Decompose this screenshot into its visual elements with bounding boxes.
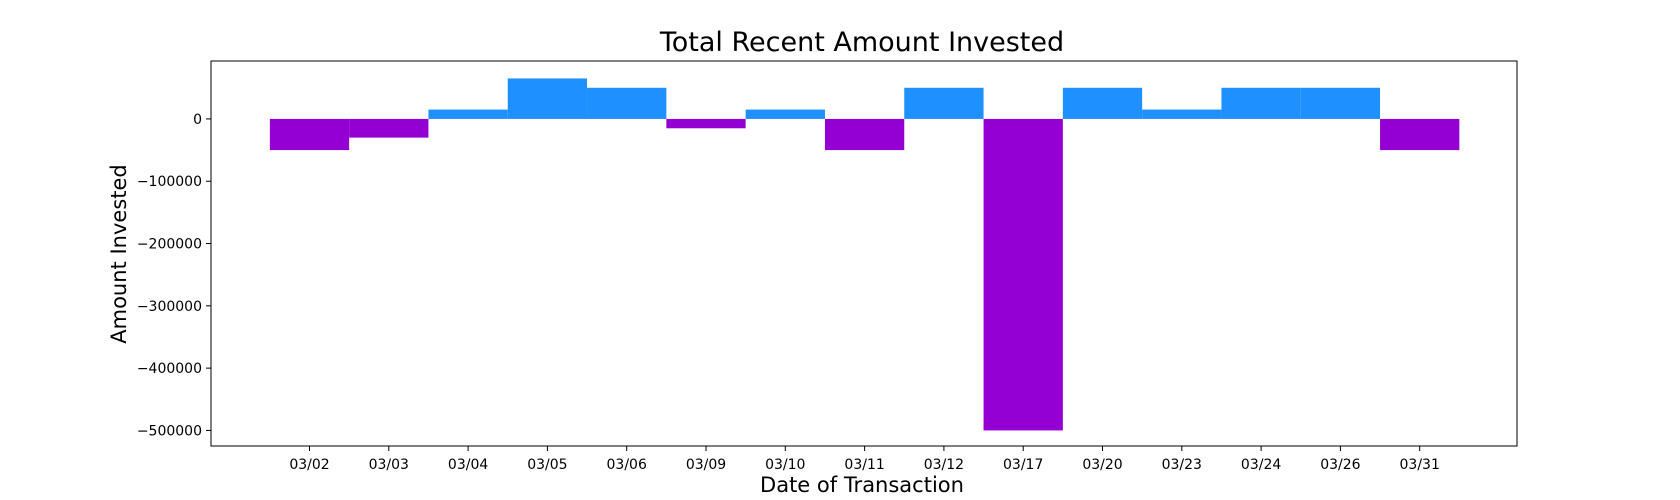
x-tick-label: 03/04 (448, 457, 488, 473)
bar-03-04 (428, 109, 508, 119)
x-tick-label: 03/17 (1003, 457, 1043, 473)
bar-03-12 (904, 87, 984, 119)
bar-03-10 (745, 109, 825, 119)
x-axis-label: Date of Transaction (760, 473, 964, 497)
bar-03-24 (1221, 87, 1301, 119)
chart-title: Total Recent Amount Invested (659, 27, 1064, 58)
x-tick-label: 03/20 (1082, 457, 1122, 473)
x-tick-label: 03/10 (765, 457, 805, 473)
x-tick-label: 03/02 (289, 457, 329, 473)
bar-03-17 (983, 118, 1063, 431)
y-tick-label: −500000 (137, 423, 202, 439)
x-tick-label: 03/03 (369, 457, 409, 473)
x-tick-label: 03/09 (686, 457, 726, 473)
y-axis: 0 −100000 −200000 −300000 −400000 −500000 (137, 112, 211, 439)
x-tick-label: 03/31 (1400, 457, 1440, 473)
bar-03-23 (1142, 109, 1222, 119)
x-tick-label: 03/05 (527, 457, 567, 473)
y-tick-label: −200000 (137, 237, 202, 253)
y-axis-label: Amount Invested (107, 164, 131, 343)
bar-03-26 (1300, 87, 1381, 119)
bar-03-11 (824, 118, 905, 151)
x-tick-label: 03/06 (607, 457, 647, 473)
bar-03-09 (666, 118, 746, 129)
x-axis: 03/02 03/03 03/04 03/05 03/06 03/09 03/10 03/11… (289, 446, 1440, 473)
plot-frame (210, 60, 1518, 447)
bar-03-02 (269, 118, 350, 151)
x-tick-label: 03/23 (1162, 457, 1202, 473)
x-tick-label: 03/11 (844, 457, 884, 473)
y-tick-label: −100000 (137, 174, 202, 190)
bar-03-03 (349, 118, 429, 138)
y-tick-label: 0 (193, 112, 202, 128)
x-tick-label: 03/26 (1320, 457, 1360, 473)
bars-group (269, 78, 1460, 431)
bar-03-20 (1062, 87, 1143, 119)
bar-03-05 (507, 78, 588, 119)
y-tick-label: −300000 (137, 299, 202, 315)
y-tick-label: −400000 (137, 361, 202, 377)
bar-03-06 (587, 87, 667, 119)
bar-03-31 (1380, 118, 1460, 151)
x-tick-label: 03/12 (924, 457, 964, 473)
x-tick-label: 03/24 (1241, 457, 1281, 473)
